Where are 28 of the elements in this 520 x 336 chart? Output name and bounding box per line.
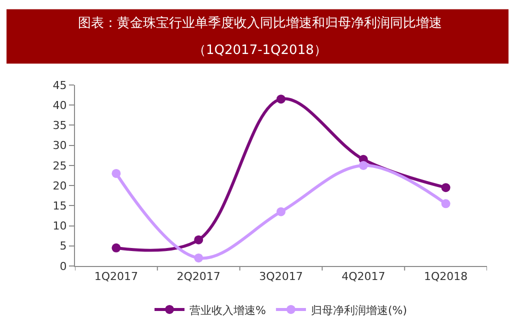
y-tick-label: 20 — [52, 179, 67, 192]
point — [112, 168, 121, 178]
x-tick-label: 1Q2018 — [424, 270, 468, 284]
y-tick-label: 45 — [52, 78, 67, 92]
chart-title: 图表：黄金珠宝行业单季度收入同比增速和归母净利润同比增速 — [78, 15, 442, 31]
legend-label: 营业收入增速% — [190, 304, 266, 317]
point — [441, 183, 450, 192]
y-tick-label: 30 — [52, 139, 67, 152]
chart-subtitle: （1Q2017-1Q2018） — [193, 43, 327, 58]
x-tick-label: 3Q2017 — [259, 270, 303, 284]
point — [276, 207, 286, 216]
x-tick-label: 1Q2017 — [94, 270, 138, 284]
x-tick-label: 4Q2017 — [342, 270, 386, 284]
point — [358, 160, 368, 170]
point — [112, 243, 121, 252]
y-tick-label: 5 — [60, 240, 67, 253]
y-tick-label: 40 — [52, 98, 67, 112]
point — [194, 253, 204, 262]
legend-label: 归母净利润增速(%) — [310, 304, 407, 317]
x-tick-label: 2Q2017 — [176, 270, 220, 284]
y-tick-label: 35 — [52, 119, 67, 132]
point — [194, 235, 204, 244]
y-tick-label: 10 — [52, 220, 67, 233]
y-tick-label: 25 — [52, 159, 67, 172]
y-tick-label: 0 — [60, 260, 67, 273]
y-tick-label: 15 — [52, 200, 67, 213]
point — [441, 199, 450, 208]
point — [276, 94, 286, 104]
